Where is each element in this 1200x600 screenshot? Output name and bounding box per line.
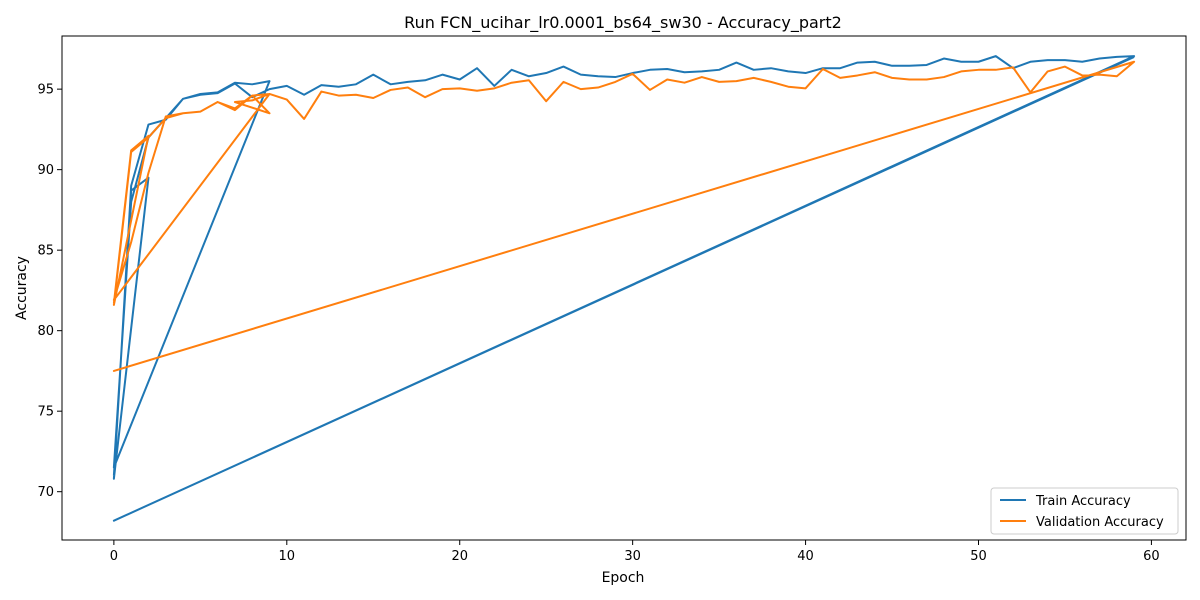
x-tick-label: 10: [279, 549, 296, 564]
y-axis-ticks: 70 75 80 85 90 95: [37, 83, 62, 500]
legend-label-train: Train Accuracy: [1035, 494, 1131, 509]
x-tick-label: 40: [797, 549, 814, 564]
x-tick-label: 50: [970, 549, 987, 564]
y-tick-label: 85: [37, 244, 54, 259]
y-tick-label: 90: [37, 163, 54, 178]
x-axis-ticks: 0 10 20 30 40 50 60: [110, 540, 1160, 564]
x-tick-label: 20: [451, 549, 468, 564]
legend-box: [990, 487, 1179, 535]
y-tick-label: 70: [37, 485, 54, 500]
y-tick-label: 75: [37, 405, 54, 420]
y-tick-label: 80: [37, 324, 54, 339]
x-tick-label: 60: [1143, 549, 1160, 564]
series-line-validation: [112, 60, 1136, 372]
y-tick-label: 95: [37, 83, 54, 98]
x-tick-label: 0: [110, 549, 118, 564]
x-tick-label: 30: [624, 549, 641, 564]
series-line-train: [112, 55, 1136, 522]
chart-title: Run FCN_ucihar_lr0.0001_bs64_sw30 - Accu…: [404, 13, 842, 33]
legend: Train Accuracy Validation Accuracy: [990, 487, 1179, 535]
plot-frame: [61, 35, 1187, 541]
series-lines: [112, 55, 1136, 522]
x-axis-label: Epoch: [602, 570, 645, 586]
y-axis-label: Accuracy: [14, 256, 30, 320]
legend-label-validation: Validation Accuracy: [1036, 515, 1164, 530]
